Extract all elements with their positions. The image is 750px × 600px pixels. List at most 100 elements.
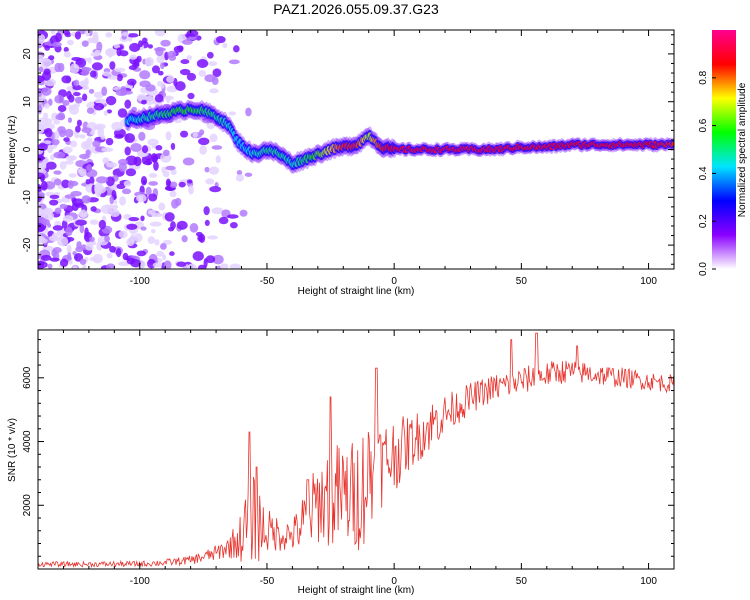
heatmap-noise-cell [84, 142, 90, 148]
heatmap-noise-cell [54, 62, 62, 73]
heatmap-noise-cell [150, 229, 156, 234]
y-tick-label: 2000 [22, 494, 33, 517]
heatmap-noise-cell [173, 117, 183, 124]
heatmap-noise-cell [127, 78, 137, 86]
heatmap-noise-cell [101, 147, 114, 153]
heatmap-noise-cell [121, 32, 130, 37]
heatmap-noise-cell [47, 263, 53, 269]
heatmap-noise-cell [239, 209, 248, 217]
heatmap-noise-cell [68, 94, 75, 103]
heatmap-noise-cell [49, 194, 60, 200]
colorbar-tick-label: 0.4 [698, 166, 709, 180]
heatmap-noise-cell [141, 145, 149, 154]
heatmap-noise-cell [81, 40, 89, 47]
heatmap-noise-cell [141, 99, 147, 105]
heatmap-noise-cell [38, 260, 46, 266]
heatmap-noise-cell [38, 156, 46, 161]
heatmap-noise-cell [157, 70, 164, 76]
x-tick-label: -50 [260, 276, 275, 287]
heatmap-noise-cell [148, 172, 158, 178]
heatmap-noise-cell [55, 114, 66, 121]
heatmap-noise-cell [44, 45, 51, 51]
heatmap-noise-cell [154, 93, 164, 103]
heatmap-noise-cell [198, 70, 207, 77]
heatmap-noise-cell [176, 261, 187, 267]
heatmap-noise-cell [90, 206, 97, 212]
heatmap-noise-cell [57, 236, 69, 247]
heatmap-noise-cell [118, 162, 127, 172]
heatmap-noise-cell [65, 155, 77, 161]
heatmap-ridge-core [671, 141, 674, 146]
heatmap-noise-cell [78, 134, 86, 139]
heatmap-noise-cell [140, 215, 145, 222]
x-tick-label: -100 [130, 576, 150, 587]
heatmap-noise-cell [228, 111, 237, 116]
heatmap-noise-cell [68, 173, 77, 178]
heatmap-noise-cell [45, 161, 57, 170]
heatmap-noise-cell [105, 32, 113, 38]
heatmap-noise-cell [218, 216, 229, 225]
heatmap-noise-cell [162, 239, 172, 245]
colorbar-label: Normalized spectral amplitude [737, 82, 748, 217]
heatmap-noise-cell [67, 39, 74, 46]
heatmap-noise-cell [92, 31, 99, 39]
heatmap-noise-cell [125, 168, 137, 177]
heatmap-noise-cell [204, 219, 210, 227]
heatmap-noise-cell [182, 39, 193, 45]
heatmap-noise-cell [186, 55, 193, 61]
heatmap-noise-cell [180, 130, 189, 138]
y-tick-label: -20 [22, 237, 33, 252]
y-tick-label: -10 [22, 190, 33, 205]
heatmap-noise-cell [167, 50, 177, 58]
heatmap-noise-cell [160, 82, 165, 89]
heatmap-noise-cell [222, 42, 228, 49]
heatmap-noise-cell [155, 46, 164, 57]
heatmap-noise-cell [160, 243, 167, 250]
heatmap-noise-cell [106, 252, 113, 259]
heatmap-noise-cell [145, 186, 152, 196]
heatmap-noise-cell [178, 181, 186, 188]
heatmap-noise-cell [63, 137, 70, 142]
heatmap-noise-cell [163, 95, 174, 101]
heatmap-noise-cell [109, 195, 114, 205]
heatmap-noise-cell [67, 252, 72, 261]
heatmap-noise-cell [158, 202, 166, 211]
heatmap-noise-cell [85, 244, 94, 251]
heatmap-noise-cell [145, 84, 156, 92]
heatmap-noise-cell [62, 99, 70, 107]
heatmap-noise-cell [59, 258, 69, 267]
heatmap-noise-cell [62, 215, 74, 223]
heatmap-noise-cell [104, 235, 110, 243]
colorbar: 0.0 0.2 0.4 0.6 0.8 Normalized spectral ampl… [698, 30, 748, 276]
heatmap-noise-cell [175, 81, 186, 91]
heatmap-noise-cell [59, 203, 68, 210]
heatmap-noise-cell [129, 42, 141, 52]
heatmap-noise-cell [120, 85, 127, 95]
heatmap-noise-cell [102, 71, 112, 77]
heatmap-noise-cell [156, 250, 164, 257]
heatmap-noise-cell [128, 65, 138, 71]
heatmap-noise-cell [209, 133, 218, 143]
x-tick-label: 100 [640, 576, 657, 587]
heatmap-noise-cell [198, 137, 210, 146]
x-tick-label: 50 [516, 576, 528, 587]
heatmap-noise-cell [160, 152, 172, 163]
heatmap-noise-cell [215, 155, 221, 164]
heatmap-noise-cell [192, 251, 204, 262]
heatmap-noise-cell [105, 95, 117, 106]
heatmap-noise-cell [76, 119, 82, 127]
heatmap-noise-cell [207, 61, 218, 66]
heatmap-noise-cell [102, 157, 110, 164]
heatmap-noise-cell [100, 135, 106, 140]
heatmap-noise-cell [114, 67, 126, 73]
heatmap-noise-cell [139, 70, 151, 80]
heatmap-noise-cell [85, 178, 91, 185]
heatmap-noise-cell [75, 219, 87, 226]
heatmap-noise-cell [67, 117, 73, 123]
heatmap-noise-cell [121, 188, 132, 195]
heatmap-noise-cell [209, 88, 219, 94]
heatmap-noise-cell [197, 264, 207, 269]
x-tick-label: 50 [516, 276, 528, 287]
heatmap-noise-cell [72, 92, 81, 97]
heatmap-noise-cell [182, 157, 195, 166]
